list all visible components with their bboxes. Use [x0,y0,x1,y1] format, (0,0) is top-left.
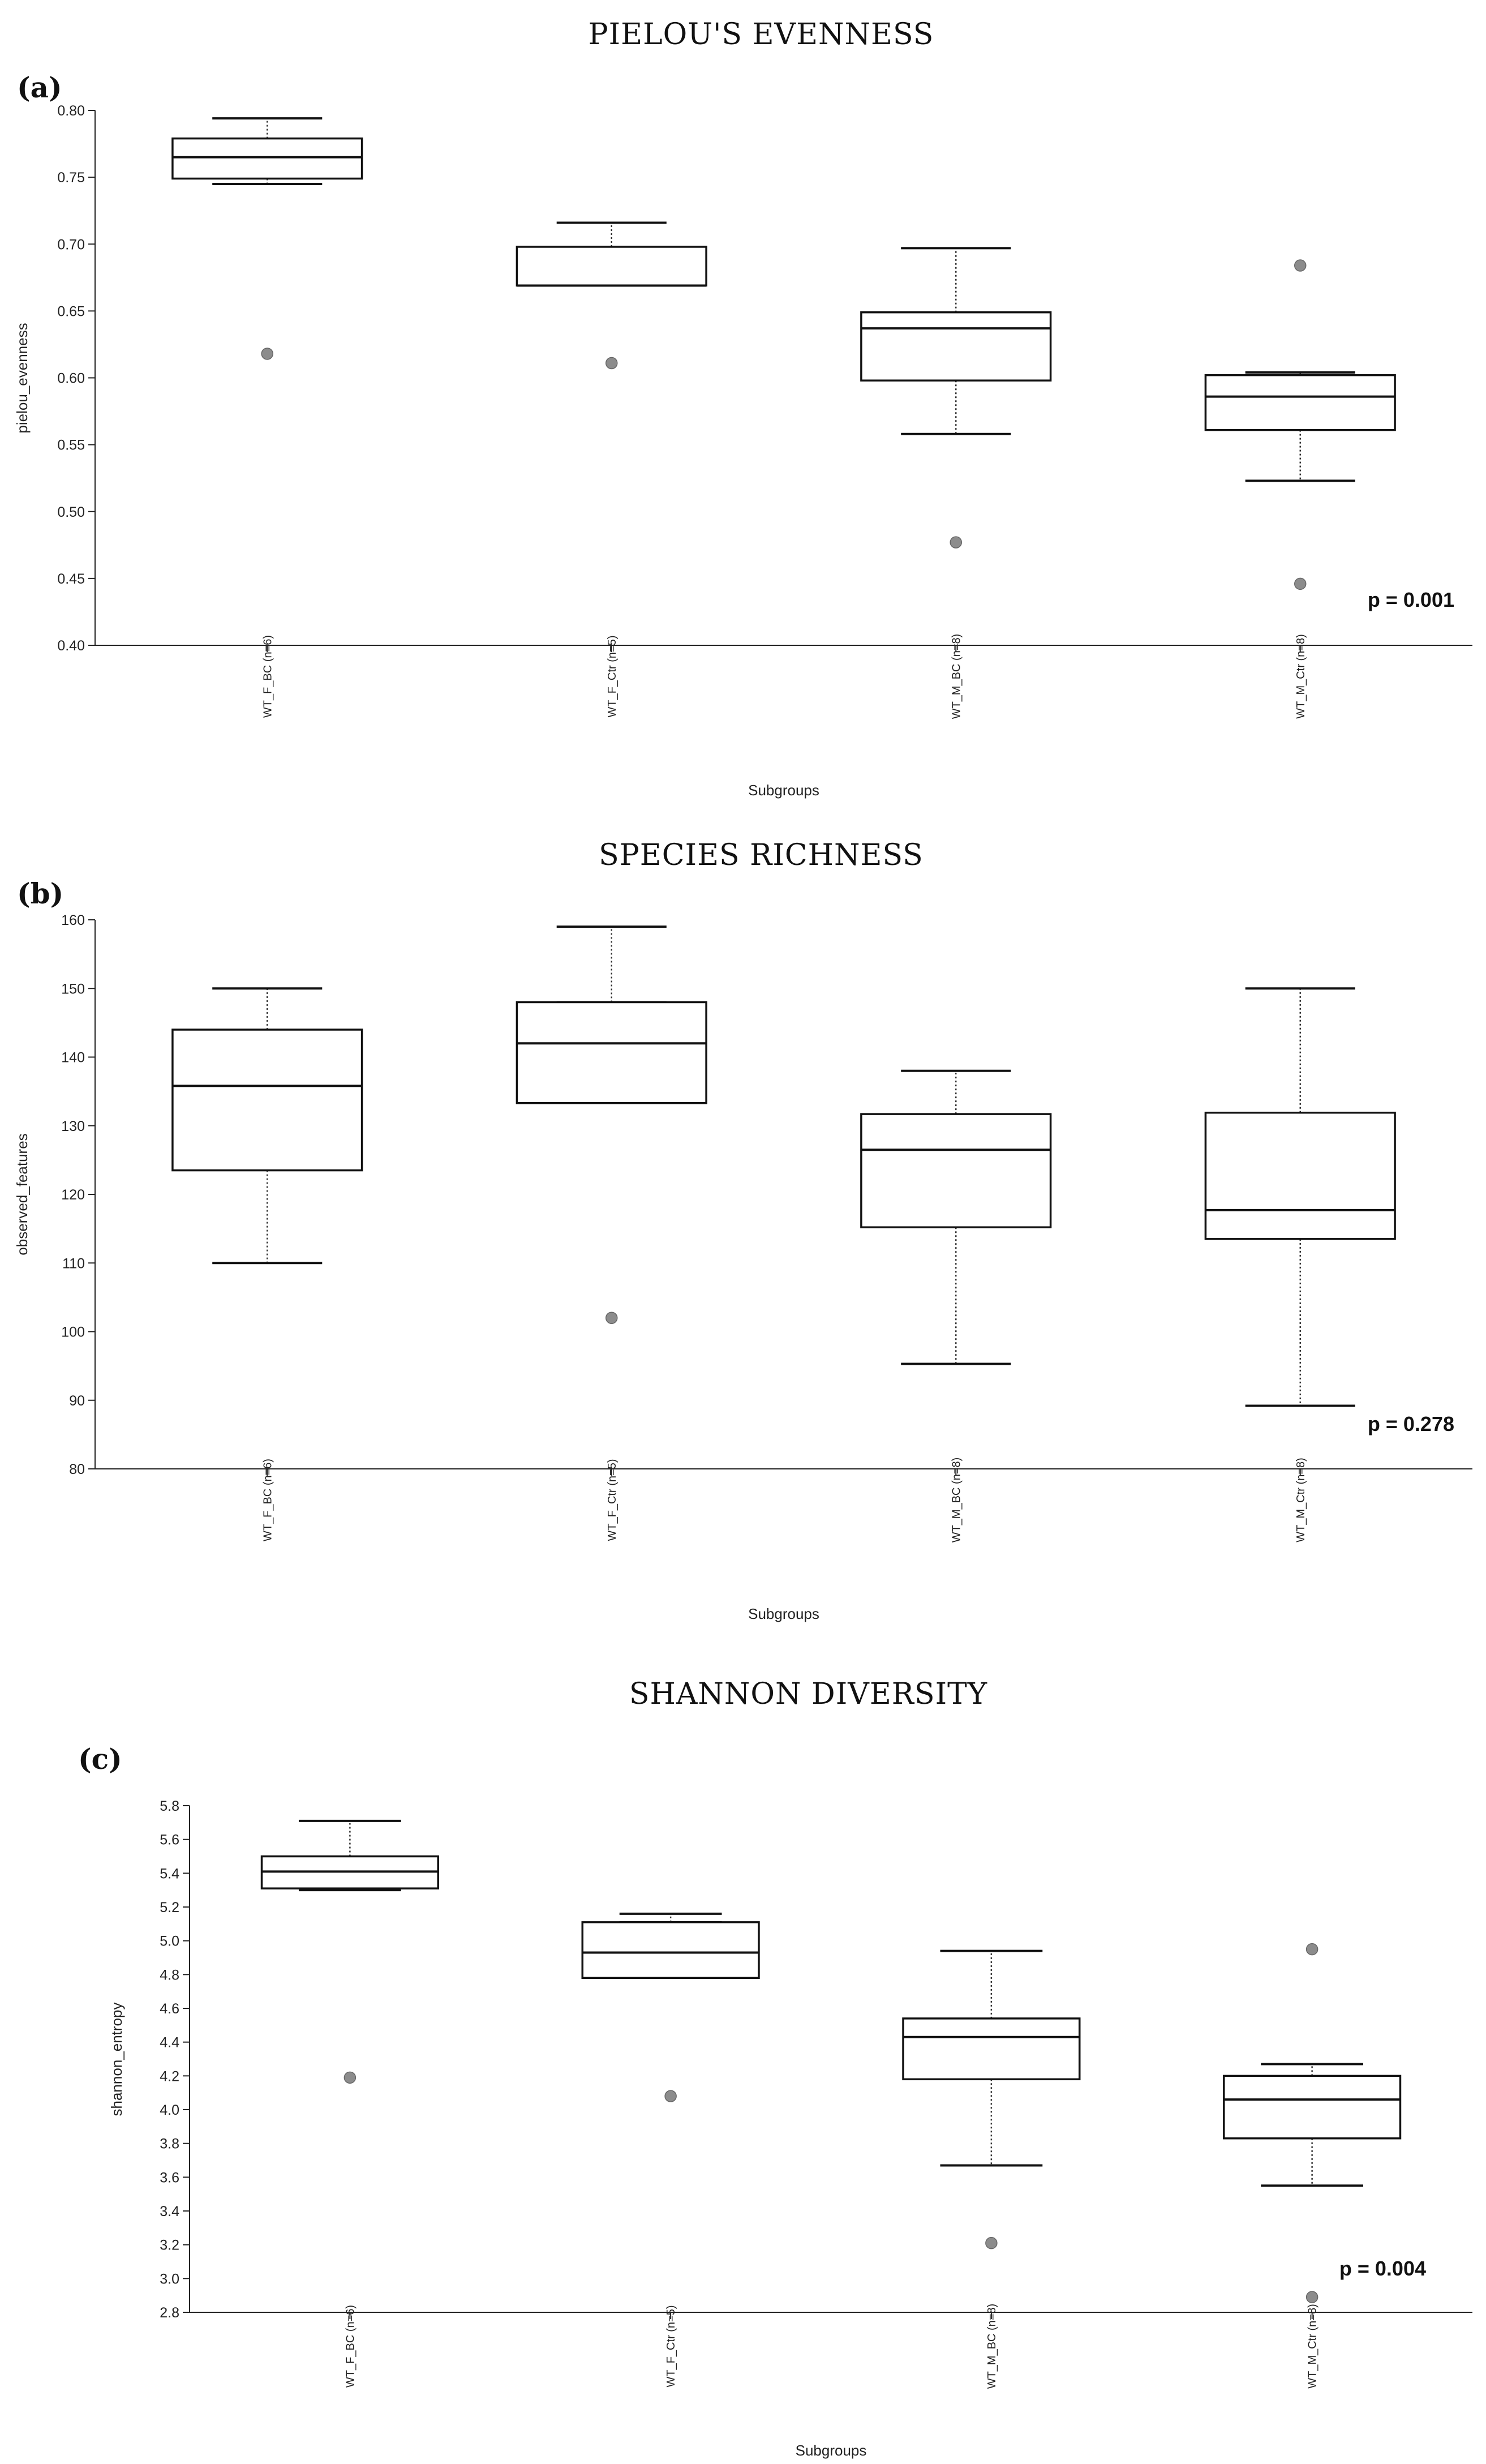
p-value-annotation: p = 0.001 [1368,588,1454,611]
y-tick-label: 80 [69,1462,85,1477]
y-tick-label: 4.6 [160,2001,179,2017]
x-tick-label: WT_F_Ctr (n=5) [665,2305,677,2387]
chart-title: SHANNON DIVERSITY [629,1677,987,1711]
panel-label: (b) [17,877,63,910]
iqr-box [516,246,707,287]
iqr-box [171,137,363,180]
y-tick-label: 90 [69,1393,85,1409]
chart-panel: SHANNON DIVERSITY (c) shannon_entropy Subgr… [78,1677,1472,2459]
y-tick-label: 2.8 [160,2305,179,2321]
panel-label: (c) [78,1742,122,1776]
iqr-box [171,1029,363,1172]
y-tick-label: 160 [61,912,85,928]
y-tick-label: 5.4 [160,1866,179,1882]
y-tick-label: 3.8 [160,2136,179,2152]
y-tick-label: 0.55 [57,438,85,453]
x-tick-label: WT_M_BC (n=8) [950,634,963,719]
chart-panel: PIELOU'S EVENNESS (a) pielou_evenness Subgr… [14,18,1472,799]
box-group: WT_M_BC (n=8) [860,247,1052,719]
y-axis-label: observed_features [14,1133,31,1255]
y-tick-label: 0.60 [57,371,85,387]
y-tick-label: 140 [61,1050,85,1066]
p-value-annotation: p = 0.004 [1339,2257,1426,2280]
box-group: WT_F_Ctr (n=5) [581,1912,760,2388]
p-value-annotation: p = 0.278 [1368,1412,1454,1435]
chart-title: SPECIES RICHNESS [599,838,924,872]
x-tick-label: WT_M_BC (n=8) [986,2304,998,2389]
y-tick-label: 3.0 [160,2271,179,2287]
y-tick-label: 130 [61,1119,85,1134]
outlier-point [1294,577,1307,590]
y-tick-label: 5.2 [160,1900,179,1916]
box-group: WT_M_Ctr (n=8) [1223,1943,1402,2389]
x-axis-label: Subgroups [796,2442,867,2459]
y-tick-label: 5.6 [160,1832,179,1848]
x-tick-label: WT_M_Ctr (n=8) [1295,634,1307,718]
y-tick-label: 0.65 [57,303,85,319]
y-axis-label: pielou_evenness [14,323,31,433]
box-group: WT_M_Ctr (n=8) [1204,259,1396,719]
y-tick-label: 0.75 [57,170,85,186]
box-group: WT_M_BC (n=8) [902,1949,1081,2389]
y-tick-label: 110 [62,1255,85,1271]
y-tick-label: 0.50 [57,504,85,520]
box-group: WT_M_BC (n=8) [860,1069,1052,1543]
outlier-point [985,2236,998,2249]
outlier-point [605,357,618,370]
iqr-box [1204,1111,1396,1240]
box-group: WT_F_Ctr (n=5) [516,925,707,1541]
y-tick-label: 3.6 [160,2170,179,2186]
box-group: WT_F_BC (n=6) [171,117,363,718]
x-axis-label: Subgroups [748,1605,819,1622]
outlier-point [1294,259,1307,272]
box-group: WT_M_Ctr (n=8) [1204,987,1396,1542]
y-tick-label: 100 [61,1325,85,1340]
x-tick-label: WT_M_Ctr (n=8) [1307,2304,1319,2388]
box-group: WT_F_BC (n=6) [171,987,363,1541]
x-tick-label: WT_F_BC (n=6) [261,635,274,718]
y-tick-label: 0.45 [57,571,85,587]
y-tick-label: 5.0 [160,1934,179,1949]
y-tick-label: 0.80 [57,103,85,119]
y-tick-label: 0.40 [57,638,85,654]
outlier-point [664,2090,677,2102]
outlier-point [1305,2291,1318,2303]
panel-label: (a) [17,71,62,104]
iqr-box [902,2017,1081,2081]
x-tick-label: WT_M_BC (n=8) [950,1458,963,1543]
y-tick-label: 120 [61,1187,85,1203]
outlier-point [1305,1943,1318,1956]
y-tick-label: 3.2 [160,2238,179,2253]
iqr-box [860,311,1052,382]
iqr-box [860,1113,1052,1228]
box-group: WT_F_Ctr (n=5) [516,221,707,718]
y-tick-label: 4.4 [160,2035,179,2051]
y-tick-label: 5.8 [160,1798,179,1814]
y-tick-label: 4.8 [160,1967,179,1983]
x-tick-label: WT_F_Ctr (n=5) [606,1459,619,1541]
outlier-point [343,2071,357,2084]
iqr-box [1204,374,1396,431]
x-tick-label: WT_M_Ctr (n=8) [1295,1458,1307,1542]
outlier-point [950,536,962,548]
y-tick-label: 0.70 [57,237,85,252]
y-tick-label: 4.0 [160,2102,179,2118]
y-tick-label: 4.2 [160,2068,179,2084]
x-tick-label: WT_F_BC (n=6) [261,1459,274,1541]
iqr-box [516,1001,707,1104]
box-group: WT_F_BC (n=6) [260,1819,439,2388]
x-axis-label: Subgroups [748,782,819,799]
y-tick-label: 3.4 [160,2204,179,2219]
iqr-box [1223,2075,1402,2140]
y-tick-label: 150 [61,981,85,997]
outlier-point [261,348,273,360]
x-tick-label: WT_F_BC (n=6) [344,2305,357,2388]
iqr-box [581,1921,760,1979]
chart-title: PIELOU'S EVENNESS [589,18,934,52]
x-tick-label: WT_F_Ctr (n=5) [606,635,619,717]
chart-panel: SPECIES RICHNESS (b) observed_features Subg… [14,838,1472,1622]
outlier-point [605,1312,618,1324]
y-axis-label: shannon_entropy [108,2003,125,2116]
